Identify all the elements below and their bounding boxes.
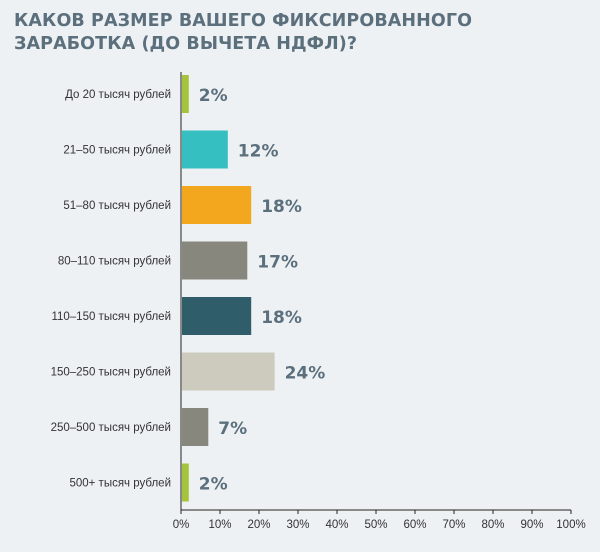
- category-label: До 20 тысяч рублей: [65, 89, 171, 101]
- x-tick-label: 0%: [173, 519, 190, 531]
- bar: [182, 186, 252, 224]
- bar: [182, 130, 228, 169]
- category-label: 150–250 тысяч рублей: [51, 367, 171, 379]
- bar: [182, 352, 275, 391]
- x-tick-label: 60%: [403, 519, 426, 531]
- category-label: 110–150 тысяч рублей: [51, 311, 171, 323]
- value-label: 18%: [261, 308, 302, 328]
- x-tick-label: 70%: [442, 519, 465, 531]
- chart-title-line-1: КАКОВ РАЗМЕР ВАШЕГО ФИКСИРОВАННОГО: [14, 11, 473, 31]
- bar: [182, 463, 189, 502]
- value-label: 24%: [285, 364, 326, 384]
- bar: [182, 408, 209, 446]
- bar: [182, 241, 248, 280]
- x-tick-label: 50%: [364, 519, 387, 531]
- category-label: 21–50 тысяч рублей: [63, 145, 171, 157]
- x-tick-label: 80%: [481, 519, 504, 531]
- x-tick-label: 10%: [208, 519, 231, 531]
- value-label: 17%: [257, 253, 298, 273]
- chart-title: КАКОВ РАЗМЕР ВАШЕГО ФИКСИРОВАННОГО ЗАРАБ…: [14, 10, 574, 56]
- category-label: 80–110 тысяч рублей: [58, 256, 171, 268]
- value-label: 2%: [199, 475, 228, 495]
- x-tick-label: 30%: [286, 519, 309, 531]
- x-tick-label: 90%: [520, 519, 543, 531]
- value-label: 12%: [238, 142, 279, 162]
- x-tick-label: 100%: [556, 519, 585, 531]
- category-label: 500+ тысяч рублей: [69, 478, 171, 490]
- chart-title-line-2: ЗАРАБОТКА (ДО ВЫЧЕТА НДФЛ)?: [14, 34, 358, 54]
- x-tick-label: 20%: [247, 519, 270, 531]
- value-label: 18%: [261, 197, 302, 217]
- value-label: 7%: [218, 419, 247, 439]
- x-tick-label: 40%: [325, 519, 348, 531]
- value-label: 2%: [199, 86, 228, 106]
- category-label: 51–80 тысяч рублей: [63, 200, 171, 212]
- bar: [182, 297, 252, 335]
- bar: [182, 75, 189, 113]
- category-label: 250–500 тысяч рублей: [51, 422, 171, 434]
